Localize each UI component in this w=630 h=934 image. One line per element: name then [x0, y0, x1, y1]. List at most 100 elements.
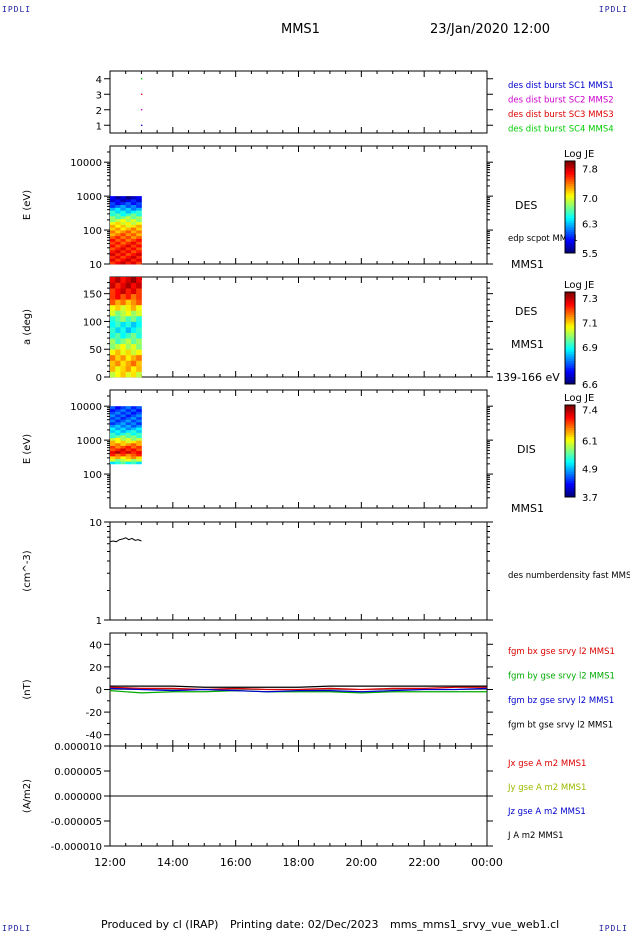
dis-energy-panel-cell	[125, 461, 132, 465]
des-pitch-panel-frame	[109, 276, 488, 378]
des-energy-colorbar-cell	[565, 234, 575, 238]
des-energy-panel-cell	[120, 249, 127, 254]
des-pitch-panel-cell	[110, 321, 116, 328]
des-energy-colorbar-cell	[565, 181, 575, 185]
des-pitch-panel-cell	[125, 365, 132, 372]
des-energy-colorbar-cell	[565, 213, 575, 217]
des-pitch-colorbar-cell	[565, 308, 575, 311]
dis-energy-panel-cell	[130, 445, 137, 449]
dis-energy-panel-cell	[120, 429, 127, 433]
dis-energy-panel-cell	[130, 435, 137, 439]
dis-energy-panel-cell	[125, 445, 132, 449]
dis-energy-colorbar-cell	[565, 483, 575, 486]
des-energy-panel-cell	[125, 207, 132, 211]
des-pitch-panel-cell	[130, 288, 137, 295]
des-pitch-panel-cell	[130, 299, 137, 306]
dis-energy-panel-cell	[120, 416, 127, 420]
dis-energy-panel-cell	[125, 453, 132, 457]
des-pitch-panel-cell	[130, 304, 137, 311]
des-energy-panel-cell	[110, 196, 116, 200]
dis-energy-colorbar-cell	[565, 437, 575, 440]
des-pitch-panel-cell	[130, 360, 137, 367]
magnetic-field-series-line	[109, 686, 487, 691]
dis-energy-panel-cell	[110, 406, 116, 410]
des-pitch-panel-cell	[115, 365, 121, 372]
burst-marker	[140, 93, 143, 96]
des-energy-panel-ytick-label: 100	[83, 226, 102, 237]
des-pitch-colorbar-cell	[565, 301, 575, 304]
des-pitch-spacecraft-label: MMS1	[511, 338, 544, 351]
burst-marker	[140, 77, 143, 80]
des-pitch-panel-cell	[115, 343, 121, 350]
burst-panel-ytick-label: 2	[96, 106, 102, 117]
des-pitch-colorbar-cell	[565, 370, 575, 373]
des-pitch-panel-cell	[120, 365, 127, 372]
des-energy-colorbar-cell	[565, 211, 575, 215]
dis-energy-panel-ylabel: E (eV)	[22, 434, 33, 464]
des-energy-panel-cell	[110, 213, 116, 217]
des-pitch-panel-cell	[130, 371, 137, 378]
magnetic-field-panel-ylabel: (nT)	[22, 679, 33, 699]
des-energy-panel-cell	[130, 207, 137, 211]
des-pitch-colorbar-cell	[565, 372, 575, 376]
des-energy-colorbar-tick: 7.8	[582, 164, 598, 175]
des-energy-panel-cell	[125, 201, 132, 206]
des-pitch-panel-cell	[120, 277, 127, 283]
des-energy-colorbar-cell	[565, 172, 575, 176]
dis-energy-panel-cell	[136, 411, 142, 415]
dis-energy-colorbar-cell	[565, 446, 575, 450]
des-pitch-colorbar-cell	[565, 361, 575, 364]
des-energy-panel-cell	[136, 221, 142, 225]
dis-energy-panel-cell	[115, 440, 121, 444]
dis-energy-colorbar-tick: 4.9	[582, 465, 598, 476]
des-energy-panel-cell	[115, 255, 121, 259]
des-pitch-colorbar-cell	[565, 338, 575, 341]
des-energy-panel-cell	[125, 221, 132, 225]
des-energy-panel-cell	[125, 238, 132, 242]
current-panel-ytick-label: -0.000005	[51, 817, 102, 828]
des-energy-panel-cell	[125, 258, 132, 262]
des-pitch-panel-cell	[110, 371, 116, 378]
dis-energy-panel-cell	[115, 424, 121, 428]
dis-energy-colorbar-cell	[565, 439, 575, 443]
des-pitch-panel-cell	[136, 349, 142, 356]
des-energy-panel-cell	[136, 244, 142, 248]
des-energy-colorbar-cell	[565, 207, 575, 210]
dis-energy-panel-cell	[110, 416, 116, 420]
dis-energy-panel-cell	[125, 416, 132, 420]
des-pitch-colorbar-cell	[565, 321, 575, 325]
dis-energy-panel-cell	[125, 437, 132, 441]
des-energy-panel-cell	[136, 227, 142, 231]
des-energy-panel-cell	[115, 218, 121, 222]
burst-legend-entry: des dist burst SC2 MMS2	[508, 96, 614, 106]
dis-energy-colorbar-cell	[565, 423, 575, 427]
des-energy-panel-cell	[115, 221, 121, 225]
dis-energy-panel-cell	[110, 419, 116, 423]
dis-energy-panel-cell	[115, 450, 121, 454]
dis-energy-panel-cell	[115, 432, 121, 436]
dis-energy-panel-cell	[120, 440, 127, 444]
des-energy-colorbar-cell	[565, 179, 575, 183]
des-energy-panel-cell	[110, 232, 116, 237]
des-energy-panel-cell	[130, 232, 137, 237]
dis-energy-colorbar-cell	[565, 492, 575, 496]
dis-energy-panel-cell	[110, 424, 116, 428]
des-pitch-panel-cell	[130, 327, 137, 333]
des-pitch-panel-cell	[120, 354, 127, 361]
dis-energy-colorbar-cell	[565, 455, 575, 459]
dis-energy-panel-cell	[125, 411, 132, 415]
dis-energy-panel-cell	[130, 455, 137, 460]
des-energy-panel-cell	[125, 198, 132, 203]
dis-energy-colorbar-cell	[565, 480, 575, 484]
des-energy-panel-cell	[130, 241, 137, 245]
des-pitch-panel-cell	[136, 332, 142, 339]
dis-energy-colorbar-cell	[565, 428, 575, 431]
dis-energy-panel-cell	[130, 411, 137, 415]
des-pitch-panel-cell	[136, 354, 142, 361]
magnetic-field-series-line	[109, 687, 488, 693]
des-pitch-panel-cell	[120, 343, 127, 350]
dis-energy-panel-cell	[136, 429, 142, 433]
des-energy-panel-cell	[110, 230, 116, 234]
des-pitch-colorbar-cell	[565, 347, 575, 350]
